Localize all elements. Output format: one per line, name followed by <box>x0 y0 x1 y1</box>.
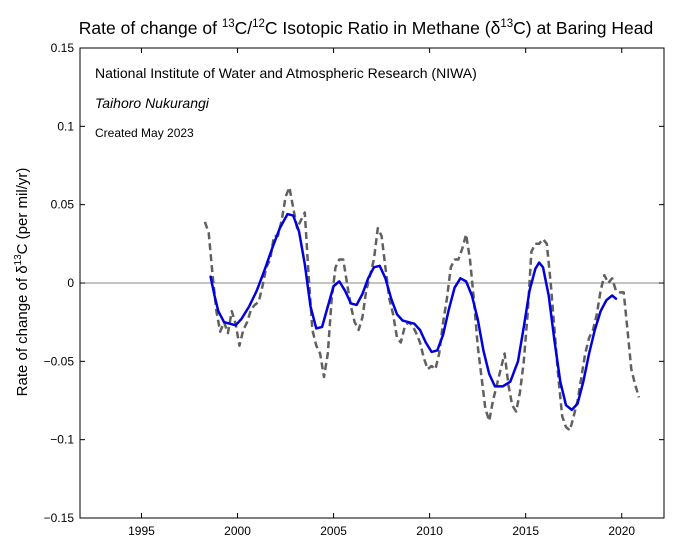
x-tick-label: 2015 <box>512 524 539 538</box>
x-tick-label: 2010 <box>416 524 443 538</box>
chart-title: Rate of change of 13C/12C Isotopic Ratio… <box>79 18 653 38</box>
y-axis-label: Rate of change of δ13C (per mil/yr) <box>13 168 31 397</box>
y-tick-label: 0.1 <box>57 119 74 133</box>
x-tick-label: 2020 <box>608 524 635 538</box>
annotation-niwa: National Institute of Water and Atmosphe… <box>95 65 477 81</box>
x-tick-label: 2000 <box>224 524 251 538</box>
y-tick-label: −0.1 <box>50 433 74 447</box>
annotation-created: Created May 2023 <box>95 126 194 140</box>
y-tick-label: −0.05 <box>44 354 75 368</box>
y-tick-label: 0 <box>67 276 74 290</box>
y-tick-label: −0.15 <box>44 511 75 525</box>
series-line-smoothed <box>209 212 618 412</box>
y-tick-label: 0.05 <box>51 198 75 212</box>
x-tick-label: 2005 <box>320 524 347 538</box>
annotation-taihoro: Taihoro Nukurangi <box>95 95 210 111</box>
x-tick-label: 1995 <box>128 524 155 538</box>
y-tick-label: 0.15 <box>51 41 75 55</box>
series-line-dashed <box>203 186 641 432</box>
